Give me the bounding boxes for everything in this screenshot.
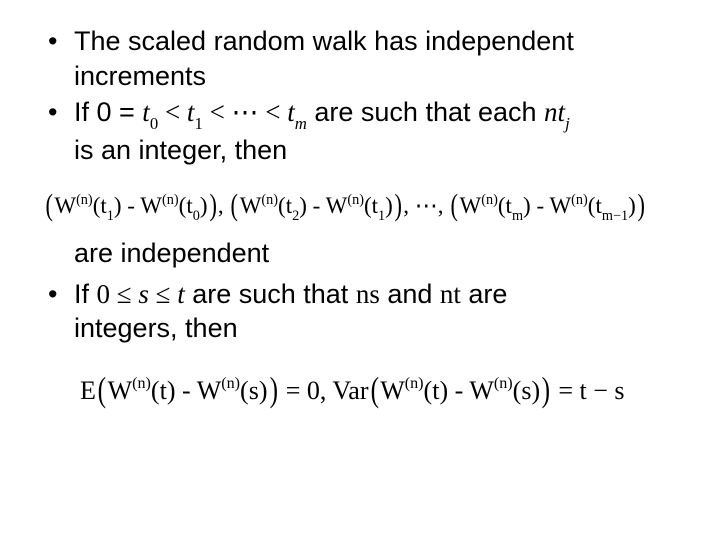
bullet-2-chain: t0 < t1 < ⋯ < tm bbox=[142, 97, 307, 127]
bullet-2-line2: is an integer, then bbox=[74, 133, 680, 168]
bullet-list: The scaled random walk has independent i… bbox=[40, 24, 680, 167]
bullet-2-prefix: If 0 = bbox=[74, 97, 142, 127]
bullet-item-2: If 0 = t0 < t1 < ⋯ < tm are such that ea… bbox=[40, 95, 680, 167]
bullet-3-ns: ns bbox=[356, 279, 380, 309]
bullet-1-text: The scaled random walk has independent i… bbox=[74, 26, 574, 91]
bullet-3-pre: are independent bbox=[40, 236, 680, 271]
bullet-item-3: If 0 ≤ s ≤ t are such that ns and nt are… bbox=[40, 277, 680, 346]
bullet-3-range: 0 ≤ s ≤ t bbox=[97, 279, 185, 309]
equation-moments: E(W(n)(t) - W(n)(s)) = 0, Var(W(n)(t) - … bbox=[40, 368, 680, 408]
slide: The scaled random walk has independent i… bbox=[0, 0, 720, 540]
bullet-list-2: are independent If 0 ≤ s ≤ t are such th… bbox=[40, 236, 680, 346]
bullet-3-line2: integers, then bbox=[74, 311, 680, 346]
bullet-2-mid: are such that each bbox=[307, 97, 544, 127]
bullet-item-1: The scaled random walk has independent i… bbox=[40, 24, 680, 93]
bullet-3-mid: are such that bbox=[185, 279, 356, 309]
bullet-3-nt: nt bbox=[440, 279, 461, 309]
bullet-2-ntj: ntj bbox=[544, 97, 570, 127]
equation-increments: (W(n)(t1) - W(n)(t0)), (W(n)(t2) - W(n)(… bbox=[40, 185, 680, 224]
bullet-3-prefix: If bbox=[74, 279, 97, 309]
